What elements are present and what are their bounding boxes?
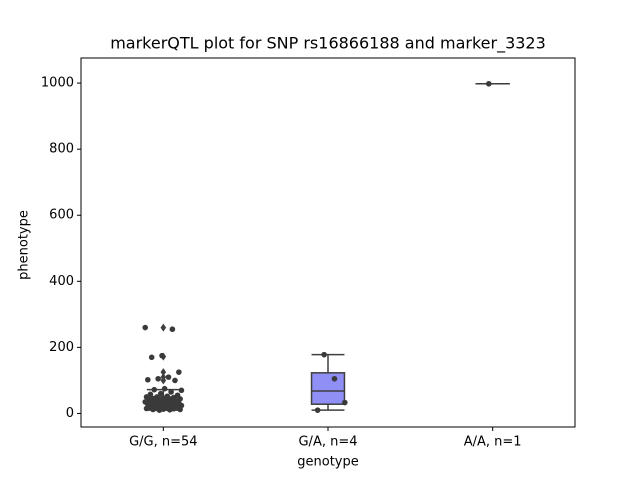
point [155,375,161,382]
x-tick-label: A/A, n=1 [464,435,522,450]
point [169,326,176,333]
y-axis-label: phenotype [17,210,32,280]
point [314,407,321,413]
point [321,351,327,358]
x-axis-label: genotype [297,455,358,470]
y-tick-label: 200 [49,340,74,355]
flier [160,368,167,377]
y-tick-label: 400 [49,274,74,289]
point [145,376,151,383]
y-tick-label: 600 [49,208,74,223]
point [157,390,164,397]
point [168,389,174,395]
point [174,392,181,399]
point [148,354,155,361]
point [172,377,178,384]
x-tick-label: G/G, n=54 [129,435,197,450]
point [164,393,171,400]
point [142,324,149,331]
point [331,375,338,382]
y-tick-label: 0 [66,406,74,421]
point [342,399,348,406]
point [159,352,165,359]
y-tick-label: 800 [49,142,74,157]
point [485,80,492,87]
point [154,394,160,400]
point [161,385,168,392]
point [165,374,172,380]
point [176,369,182,375]
point [151,386,158,393]
y-tick-label: 1000 [41,76,74,91]
flier [160,373,167,382]
box [310,372,346,405]
x-tick-label: G/A, n=4 [298,435,357,450]
chart-title: markerQTL plot for SNP rs16866188 and ma… [110,34,546,54]
point [178,387,185,394]
flier [160,323,167,332]
point [147,391,154,398]
